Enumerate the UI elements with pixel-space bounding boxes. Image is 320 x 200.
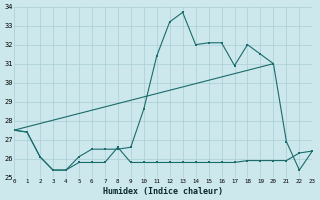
X-axis label: Humidex (Indice chaleur): Humidex (Indice chaleur) <box>103 187 223 196</box>
